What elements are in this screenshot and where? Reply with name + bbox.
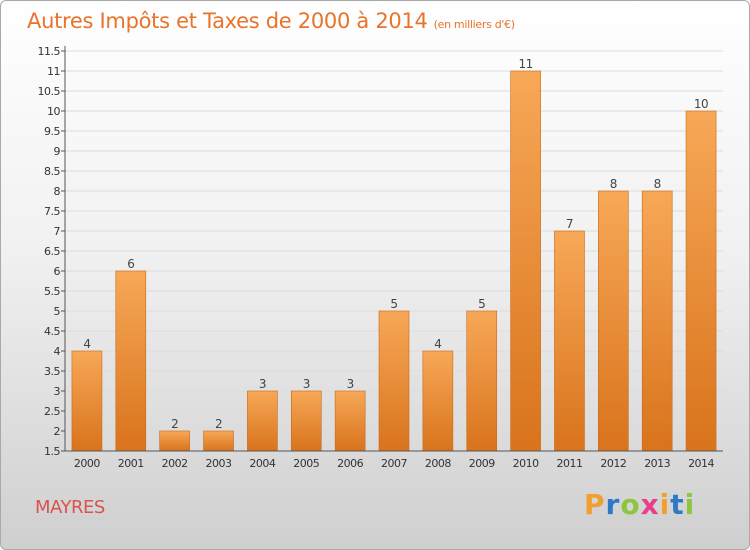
data-label: 5 xyxy=(478,297,485,311)
x-tick-label: 2005 xyxy=(293,457,319,470)
logo-letter: r xyxy=(605,488,621,521)
y-tick-label: 5 xyxy=(54,305,61,318)
x-tick-label: 2003 xyxy=(206,457,232,470)
y-tick-label: 2 xyxy=(54,425,61,438)
y-tick-label: 3.5 xyxy=(44,365,60,378)
data-label: 4 xyxy=(83,337,90,351)
y-tick-label: 6.5 xyxy=(44,245,60,258)
logo-letter: t xyxy=(670,488,685,521)
y-tick-label: 7.5 xyxy=(44,205,60,218)
y-tick-label: 5.5 xyxy=(44,285,60,298)
data-labels: 4 6 2 2 3 3 3 5 4 5 11 7 8 8 10 xyxy=(83,57,708,431)
data-label: 11 xyxy=(518,57,532,71)
logo-letter: o xyxy=(620,488,641,521)
logo-letter: i xyxy=(684,488,696,521)
logo-letter: x xyxy=(640,488,660,521)
data-label: 2 xyxy=(215,417,222,431)
bar-2008 xyxy=(422,350,454,452)
data-label: 3 xyxy=(347,377,354,391)
bars xyxy=(71,70,717,452)
x-tick-label: 2001 xyxy=(118,457,144,470)
data-label: 3 xyxy=(259,377,266,391)
x-tick-label: 2007 xyxy=(381,457,407,470)
bar-2001 xyxy=(115,270,147,452)
x-tick-label: 2010 xyxy=(513,457,539,470)
bar-2013 xyxy=(641,190,673,452)
y-tick-label: 8.5 xyxy=(44,165,60,178)
y-tick-label: 2.5 xyxy=(44,405,60,418)
y-tick-label: 7 xyxy=(54,225,61,238)
y-tick-label: 1.5 xyxy=(44,445,60,458)
data-label: 6 xyxy=(127,257,134,271)
proxiti-logo: Proxiti xyxy=(584,488,695,521)
y-tick-label: 9.5 xyxy=(44,125,60,138)
x-tick-label: 2006 xyxy=(337,457,363,470)
y-tick-label: 11.5 xyxy=(38,45,61,58)
x-tick-label: 2000 xyxy=(74,457,100,470)
y-tick-label: 8 xyxy=(54,185,61,198)
y-tick-label: 4 xyxy=(54,345,61,358)
data-label: 8 xyxy=(610,177,617,191)
data-label: 4 xyxy=(434,337,441,351)
x-tick-label: 2008 xyxy=(425,457,451,470)
bar-2011 xyxy=(554,230,585,452)
x-tick-labels: 2000 2001 2002 2003 2004 2005 2006 2007 2008 2009… xyxy=(74,457,715,470)
x-tick-label: 2009 xyxy=(469,457,495,470)
bar-2000 xyxy=(71,350,103,452)
bar-2006 xyxy=(334,390,366,452)
chart-title-main: Autres Impôts et Taxes de 2000 à 2014 xyxy=(27,9,428,33)
y-tick-label: 10 xyxy=(47,105,60,118)
x-tick-label: 2011 xyxy=(556,457,582,470)
y-tick-labels: 1.5 2 2.5 3 3.5 4 4.5 5 5.5 6 6.5 7 7.5 8 8.5 9 9.5 10 10.… xyxy=(38,45,65,458)
bar-2010 xyxy=(510,70,541,452)
y-tick-label: 10.5 xyxy=(38,85,61,98)
bar-2005 xyxy=(290,390,322,452)
data-label: 10 xyxy=(694,97,708,111)
logo-letter: i xyxy=(659,488,671,521)
bar-2003 xyxy=(203,430,234,452)
bar-2004 xyxy=(247,390,278,452)
bar-2014 xyxy=(685,110,717,452)
x-tick-label: 2014 xyxy=(688,457,714,470)
x-tick-label: 2012 xyxy=(600,457,626,470)
data-label: 5 xyxy=(390,297,397,311)
bar-2012 xyxy=(598,190,629,452)
data-label: 3 xyxy=(303,377,310,391)
bar-2009 xyxy=(466,310,498,452)
x-tick-label: 2002 xyxy=(162,457,188,470)
chart-title-unit: (en milliers d'€) xyxy=(433,18,515,31)
y-tick-label: 4.5 xyxy=(44,325,60,338)
data-label: 7 xyxy=(566,217,573,231)
location-label: MAYRES xyxy=(35,497,105,518)
x-tick-label: 2013 xyxy=(644,457,670,470)
data-label: 2 xyxy=(171,417,178,431)
data-label: 8 xyxy=(654,177,661,191)
logo-letter: P xyxy=(584,488,606,521)
y-tick-label: 9 xyxy=(54,145,61,158)
axes xyxy=(64,46,723,452)
x-tick-label: 2004 xyxy=(249,457,275,470)
y-tick-label: 6 xyxy=(54,265,61,278)
y-tick-label: 11 xyxy=(47,65,60,78)
y-tick-label: 3 xyxy=(54,385,61,398)
chart-title: Autres Impôts et Taxes de 2000 à 2014 (en… xyxy=(27,9,515,33)
bar-2007 xyxy=(378,310,410,452)
bar-2002 xyxy=(159,430,190,452)
